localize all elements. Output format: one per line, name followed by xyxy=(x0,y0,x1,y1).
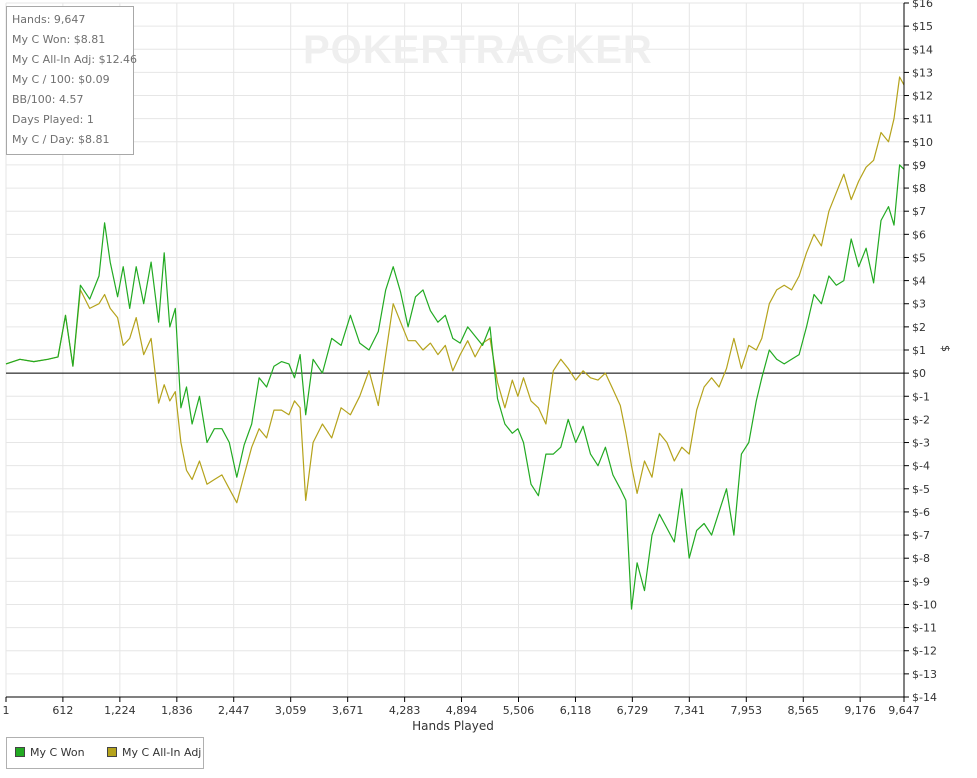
stat-days: Days Played: 1 xyxy=(12,113,94,126)
y-tick-label: $-14 xyxy=(912,691,937,704)
stat-per-day: My C / Day: $8.81 xyxy=(12,133,110,146)
series-line-won xyxy=(5,164,905,610)
legend-item-won[interactable]: My C Won xyxy=(15,746,85,759)
x-tick-label: 1,224 xyxy=(104,704,136,717)
stat-hands: Hands: 9,647 xyxy=(12,13,86,26)
y-tick-label: $2 xyxy=(912,321,926,334)
legend: My C Won My C All-In Adj xyxy=(6,737,204,769)
y-tick-label: $-2 xyxy=(912,413,930,426)
x-tick-label: 1 xyxy=(3,704,10,717)
y-tick-label: $-13 xyxy=(912,668,937,681)
legend-item-allin-adj[interactable]: My C All-In Adj xyxy=(107,746,201,759)
y-tick-label: $4 xyxy=(912,275,926,288)
y-tick-label: $-7 xyxy=(912,529,930,542)
series-lines xyxy=(5,76,905,610)
y-tick-label: $3 xyxy=(912,298,926,311)
y-tick-label: $8 xyxy=(912,182,926,195)
x-tick-label: 612 xyxy=(52,704,73,717)
y-tick-label: $10 xyxy=(912,136,933,149)
x-tick-label: 6,729 xyxy=(617,704,649,717)
stat-per-100: My C / 100: $0.09 xyxy=(12,73,110,86)
legend-swatch-won xyxy=(15,747,25,757)
grid-lines xyxy=(5,2,905,698)
x-tick-label: 3,671 xyxy=(332,704,364,717)
stat-allin-adj: My C All-In Adj: $12.46 xyxy=(12,53,138,66)
x-tick-label: 4,283 xyxy=(389,704,421,717)
y-tick-label: $12 xyxy=(912,90,933,103)
stats-box: Hands: 9,647 My C Won: $8.81 My C All-In… xyxy=(6,6,138,155)
stat-bb-100: BB/100: 4.57 xyxy=(12,93,84,106)
y-axis-title: $ xyxy=(939,345,952,352)
stat-won: My C Won: $8.81 xyxy=(12,33,106,46)
legend-swatch-allin-adj xyxy=(107,747,117,757)
x-tick-label: 3,059 xyxy=(275,704,307,717)
x-tick-label: 6,118 xyxy=(560,704,592,717)
y-tick-label: $7 xyxy=(912,205,926,218)
y-tick-label: $16 xyxy=(912,0,933,10)
y-tick-label: $11 xyxy=(912,113,933,126)
y-tick-label: $-8 xyxy=(912,552,930,565)
y-tick-label: $-1 xyxy=(912,390,930,403)
legend-label-won: My C Won xyxy=(30,746,85,759)
pokertracker-watermark: POKERTRACKER xyxy=(303,28,653,72)
y-tick-label: $-5 xyxy=(912,483,930,496)
y-tick-label: $-12 xyxy=(912,645,937,658)
y-tick-label: $5 xyxy=(912,251,926,264)
x-tick-label: 8,565 xyxy=(788,704,820,717)
y-tick-label: $9 xyxy=(912,159,926,172)
x-tick-label: 2,447 xyxy=(218,704,250,717)
y-tick-label: $-4 xyxy=(912,460,930,473)
x-tick-label: 1,836 xyxy=(161,704,193,717)
y-tick-labels: $16 $15 $14 $13 $12 $11 $10 $9 $8 $7 $6 $5 $4 $3 $2 $1 $… xyxy=(904,0,937,704)
y-tick-label: $0 xyxy=(912,367,926,380)
y-tick-label: $13 xyxy=(912,66,933,79)
y-tick-label: $-6 xyxy=(912,506,930,519)
x-tick-labels: 1 612 1,224 1,836 2,447 3,059 3,671 4,283 4,894 5… xyxy=(3,697,920,717)
legend-label-allin-adj: My C All-In Adj xyxy=(122,746,202,759)
x-tick-label: 7,341 xyxy=(674,704,706,717)
y-tick-label: $15 xyxy=(912,20,933,33)
x-tick-label: 7,953 xyxy=(731,704,763,717)
x-tick-label: 5,506 xyxy=(503,704,535,717)
y-tick-label: $-9 xyxy=(912,575,930,588)
y-tick-label: $-11 xyxy=(912,622,937,635)
x-tick-label: 4,894 xyxy=(446,704,478,717)
x-tick-label: 9,647 xyxy=(888,704,920,717)
y-tick-label: $-3 xyxy=(912,437,930,450)
y-tick-label: $6 xyxy=(912,228,926,241)
y-tick-label: $1 xyxy=(912,344,926,357)
series-line-allin-adj xyxy=(5,76,905,504)
x-axis-title: Hands Played xyxy=(412,719,494,733)
y-tick-label: $14 xyxy=(912,43,933,56)
x-tick-label: 9,176 xyxy=(844,704,876,717)
y-tick-label: $-10 xyxy=(912,598,937,611)
